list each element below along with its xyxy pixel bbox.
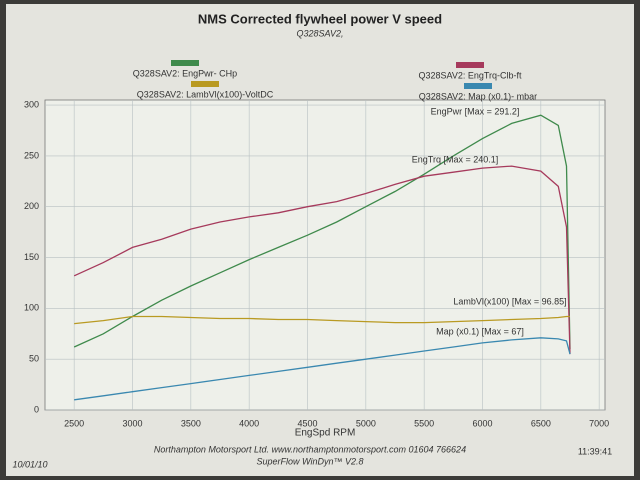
- y-tick-label: 250: [24, 150, 39, 160]
- date-stamp: 10/01/10: [12, 459, 47, 469]
- y-tick-label: 100: [24, 303, 39, 313]
- series-line: [74, 315, 570, 325]
- series-line: [74, 337, 571, 401]
- y-tick-label: 50: [29, 354, 39, 364]
- plot-area: [44, 99, 606, 411]
- x-tick-label: 5000: [356, 418, 376, 428]
- x-tick-label: 6000: [472, 418, 492, 428]
- y-tick-label: 0: [34, 404, 39, 414]
- legend-swatch: [191, 81, 219, 87]
- x-tick-label: 4000: [239, 418, 259, 428]
- chart-title: NMS Corrected flywheel power V speed: [198, 11, 442, 26]
- footer-line: SuperFlow WinDyn™ V2.8: [257, 456, 364, 466]
- chart-subtitle: Q328SAV2,: [296, 28, 343, 38]
- x-tick-label: 4500: [297, 418, 317, 428]
- x-tick-label: 3500: [181, 418, 201, 428]
- x-tick-label: 2500: [64, 418, 84, 428]
- y-tick-label: 300: [24, 99, 39, 109]
- y-tick-label: 200: [24, 201, 39, 211]
- legend-label: Q328SAV2: LambVl(x100)-VoltDC: [137, 89, 274, 99]
- annotation: Map (x0.1) [Max = 67]: [436, 326, 524, 336]
- annotation: EngPwr [Max = 291.2]: [431, 106, 520, 116]
- x-tick-label: 5500: [414, 418, 434, 428]
- x-axis-label: EngSpd RPM: [295, 428, 356, 439]
- time-stamp: 11:39:41: [578, 446, 612, 456]
- series-line: [73, 114, 571, 350]
- series-line: [73, 165, 571, 355]
- legend-label: Q328SAV2: EngPwr- CHp: [133, 68, 237, 78]
- legend-label: Q328SAV2: EngTrq-Clb-ft: [418, 70, 522, 80]
- annotation: LambVl(x100) [Max = 96.85]: [453, 296, 566, 306]
- legend-label: Q328SAV2: Map (x0.1)- mbar: [419, 91, 537, 101]
- y-tick-label: 150: [24, 252, 39, 262]
- x-tick-label: 6500: [531, 418, 551, 428]
- x-tick-label: 3000: [122, 418, 142, 428]
- annotation: EngTrq [Max = 240.1]: [412, 154, 498, 164]
- legend-swatch: [171, 60, 199, 66]
- footer-line: Northampton Motorsport Ltd. www.northamp…: [154, 444, 466, 454]
- legend-swatch: [456, 62, 484, 68]
- legend-swatch: [464, 83, 492, 89]
- x-tick-label: 7000: [589, 418, 609, 428]
